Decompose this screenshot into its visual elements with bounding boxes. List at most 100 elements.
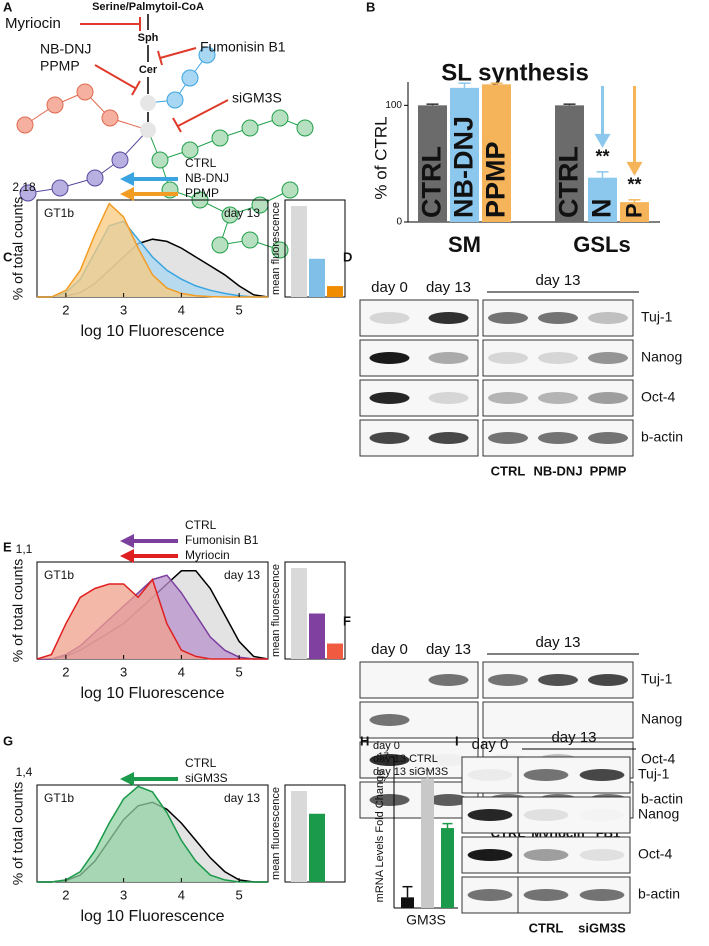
node — [46, 96, 64, 114]
band — [588, 352, 628, 364]
inhibitor-label: siGM3S — [232, 90, 282, 106]
bar — [588, 177, 617, 222]
legend-label: NB-DNJ — [185, 171, 229, 185]
x-tick-label: 5 — [236, 887, 243, 902]
node — [271, 241, 289, 259]
blot-frame — [482, 379, 634, 417]
x-tick-label: 2 — [62, 302, 69, 317]
node — [140, 95, 156, 111]
band — [369, 432, 410, 444]
node — [241, 119, 259, 137]
legend-arrowhead — [120, 534, 134, 548]
band — [428, 674, 469, 686]
arrowhead — [594, 133, 611, 148]
bar-label: P — [621, 203, 646, 218]
node — [16, 116, 34, 134]
legend-arrowhead — [120, 172, 134, 186]
band — [580, 809, 625, 821]
y-tick-label: 1,1 — [16, 542, 33, 556]
band — [523, 809, 569, 821]
condition-label: CTRL — [491, 463, 526, 478]
bar-label: PPMP — [481, 141, 511, 218]
branch — [147, 54, 208, 104]
blue-nodes — [166, 46, 216, 109]
bar — [441, 828, 454, 908]
bar — [450, 87, 479, 222]
band — [369, 794, 410, 806]
bar — [421, 779, 434, 908]
legend-arrowhead — [120, 549, 134, 563]
band — [369, 714, 410, 726]
band — [369, 392, 410, 404]
band — [488, 352, 528, 364]
band — [538, 312, 578, 324]
annotation: GT1b — [44, 206, 74, 220]
band — [523, 889, 569, 901]
band — [579, 769, 625, 781]
bar — [309, 813, 325, 882]
band — [488, 674, 528, 686]
band — [538, 674, 578, 686]
band — [428, 794, 469, 806]
inhibit-line — [172, 117, 182, 133]
band — [369, 312, 410, 324]
row-label: Nanog — [641, 349, 682, 365]
band — [579, 889, 625, 901]
band — [588, 392, 628, 404]
band — [467, 889, 513, 901]
group-label: SM — [448, 232, 481, 257]
y-axis-label: % of total counts — [10, 197, 26, 301]
y-tick-label: 17 — [378, 752, 390, 763]
band — [538, 432, 578, 444]
panel-label: D — [343, 249, 352, 264]
bar — [401, 897, 414, 908]
substrate: Serine/Palmytoil-CoA — [92, 1, 204, 13]
bar-label: CTRL — [417, 146, 447, 218]
row-label: Oct-4 — [641, 389, 675, 405]
inhibitor-label: PPMP — [40, 58, 80, 74]
band — [488, 714, 528, 726]
panel-label: I — [455, 733, 459, 748]
row-label: Nanog — [641, 711, 682, 727]
condition-label: CTRL — [529, 920, 564, 935]
node — [140, 122, 156, 138]
x-tick-label: 3 — [120, 664, 127, 679]
row-label: b-actin — [641, 791, 683, 807]
lane-label: day 0 — [371, 279, 408, 296]
band — [428, 432, 469, 444]
lane-label: day 0 — [472, 736, 509, 753]
band — [467, 849, 513, 861]
node — [86, 169, 104, 187]
node — [241, 231, 259, 249]
band — [467, 769, 513, 781]
group-label: GSLs — [573, 232, 630, 257]
x-axis-label: log 10 Fluorescence — [80, 908, 224, 925]
condition-label: PPMP — [590, 463, 627, 478]
inhibit-line — [131, 80, 141, 96]
lane-label: day 13 — [426, 279, 471, 296]
x-tick-label: 3 — [120, 302, 127, 317]
legend-label: siGM3S — [185, 771, 228, 785]
x-tick-label: 5 — [236, 664, 243, 679]
y-tick-label: 2,18 — [12, 180, 36, 194]
node — [166, 91, 184, 109]
legend-arrowhead — [120, 187, 134, 201]
annotation: day 13 — [224, 568, 260, 582]
pathway-diagram — [80, 14, 229, 133]
bar — [291, 568, 307, 659]
bar — [309, 613, 325, 659]
band — [538, 714, 578, 726]
legend-label: CTRL — [185, 518, 217, 532]
annotation: ** — [595, 147, 609, 167]
row-label: Tuj-1 — [638, 766, 670, 782]
inhibit-line — [94, 64, 136, 89]
node — [151, 151, 169, 169]
inhibitor-label: NB-DNJ — [40, 41, 91, 57]
bar — [555, 105, 584, 222]
bar — [291, 206, 307, 297]
y-tick-label: 100 — [385, 100, 402, 111]
band — [523, 769, 569, 781]
node — [51, 179, 69, 197]
inhibitor-label: Fumonisin B1 — [200, 39, 286, 55]
